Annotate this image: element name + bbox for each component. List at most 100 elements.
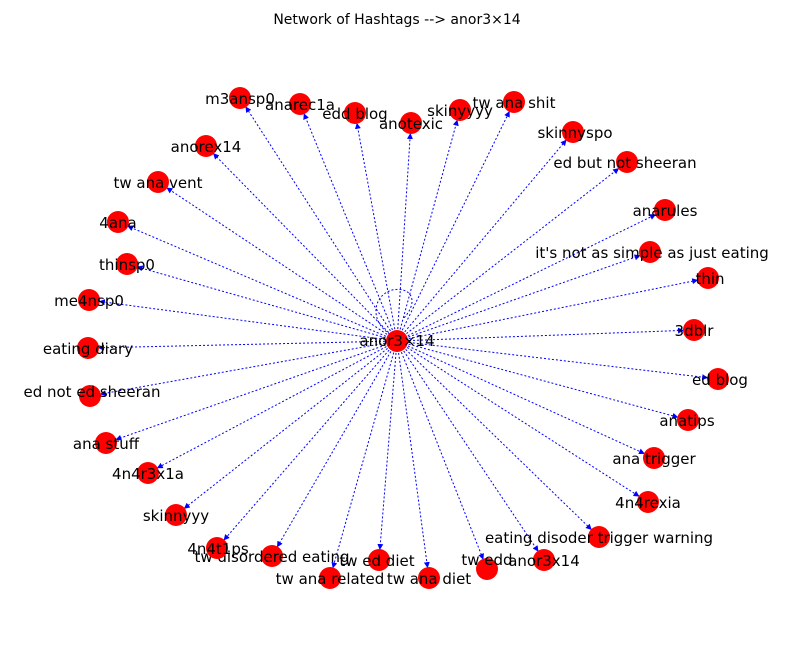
hashtag-node: eating diary [43, 337, 133, 359]
node-circle [639, 241, 661, 263]
edge [396, 340, 640, 497]
node-circle [616, 151, 638, 173]
node-label: thinsp0 [99, 256, 155, 274]
hashtag-node: tw ed diet [339, 549, 415, 571]
node-label: anatips [659, 412, 714, 430]
node-circle [78, 289, 100, 311]
node-circle [344, 102, 366, 124]
hashtag-node: thin [695, 267, 725, 289]
hashtag-node: it's not as simple as just eating [535, 241, 769, 263]
edge [396, 340, 679, 419]
node-circle [677, 409, 699, 431]
edge [276, 340, 398, 548]
hashtag-node: tw ana related [276, 567, 384, 589]
node-label: m3ansp0 [205, 90, 275, 108]
hashtag-node: tw edd [461, 551, 513, 580]
hashtag-node: m3ansp0 [205, 87, 275, 109]
edge [223, 340, 398, 541]
node-circle [707, 368, 729, 390]
node-circle [319, 567, 341, 589]
node-label: 4n4rexia [615, 494, 681, 512]
edge [156, 340, 398, 469]
node-label: skinnyspo [537, 124, 612, 142]
node-label: anorex14 [171, 138, 242, 156]
edge [396, 278, 699, 342]
node-circle [77, 337, 99, 359]
node-circle [418, 567, 440, 589]
node-label: tw ana diet [387, 570, 471, 588]
edge [396, 340, 430, 569]
self-loop-edge [375, 288, 413, 335]
node-label: eating diary [43, 340, 133, 358]
node-label: skinyyyy [427, 102, 493, 120]
node-label: thin [695, 270, 724, 288]
node-circle [289, 93, 311, 115]
node-label: ed not ed sheeran [23, 383, 160, 401]
node-circle [206, 537, 228, 559]
node-label: 4n4t1ps [187, 540, 249, 558]
edge [136, 265, 398, 342]
node-label: edd blog [322, 105, 387, 123]
edge [166, 187, 398, 342]
node-circle [476, 558, 498, 580]
node-label: it's not as simple as just eating [535, 244, 769, 262]
hashtag-node: tw ana vent [113, 171, 203, 193]
hashtag-node: skinnyspo [537, 121, 613, 143]
hashtag-node: skinyyyy [427, 99, 493, 121]
center-node-label: anor3×14 [359, 332, 434, 350]
center-node: anor3×14 [359, 330, 435, 352]
node-label: tw disordered eating [194, 548, 349, 566]
node-label: ed blog [692, 371, 748, 389]
edge [98, 340, 398, 351]
edge [396, 133, 413, 342]
edge [396, 340, 709, 381]
node-label: anarules [633, 202, 698, 220]
node-circle [195, 135, 217, 157]
node-circle [449, 99, 471, 121]
node-circle [95, 432, 117, 454]
node-label: anotexic [379, 115, 443, 133]
edge [396, 254, 641, 342]
edge [98, 299, 398, 342]
node-circle [533, 549, 555, 571]
hashtag-node: ed not ed sheeran [23, 383, 161, 407]
hashtag-node: anatips [659, 409, 715, 431]
node-circle [503, 91, 525, 113]
node-circle [116, 253, 138, 275]
hashtag-node: 4n4rexia [615, 491, 681, 513]
node-circle [637, 491, 659, 513]
node-circle [229, 87, 251, 109]
hashtag-node: ana stuff [73, 432, 140, 454]
node-label: eating disoder trigger warning [485, 529, 713, 547]
node-circle [107, 211, 129, 233]
node-circle [683, 319, 705, 341]
node-circle [147, 171, 169, 193]
node-label: anor3x14 [508, 552, 580, 570]
node-circle [79, 385, 101, 407]
edge [127, 225, 398, 342]
node-circle [261, 545, 283, 567]
hashtag-node: 4n4t1ps [187, 537, 249, 559]
node-circle [562, 121, 584, 143]
edge [396, 340, 592, 530]
edge [245, 106, 398, 342]
node-label: ana stuff [73, 435, 140, 453]
edge [396, 340, 484, 560]
edge [396, 168, 620, 342]
node-label: 4n4r3x1a [112, 465, 184, 483]
node-label: ana trigger [612, 450, 696, 468]
edge [303, 113, 398, 342]
hashtag-node: 3dblr [675, 319, 714, 341]
edge-layer [98, 106, 709, 569]
node-label: tw ed diet [339, 552, 414, 570]
node-circle [654, 199, 676, 221]
node-circle [137, 462, 159, 484]
node-circle [165, 504, 187, 526]
node-circle [588, 526, 610, 548]
edge [183, 340, 398, 509]
edge [396, 327, 684, 342]
center-node-circle [386, 330, 408, 352]
hashtag-node: anarules [633, 199, 698, 221]
hashtag-node: anotexic [379, 112, 443, 134]
hashtag-node: tw ana diet [387, 567, 471, 589]
